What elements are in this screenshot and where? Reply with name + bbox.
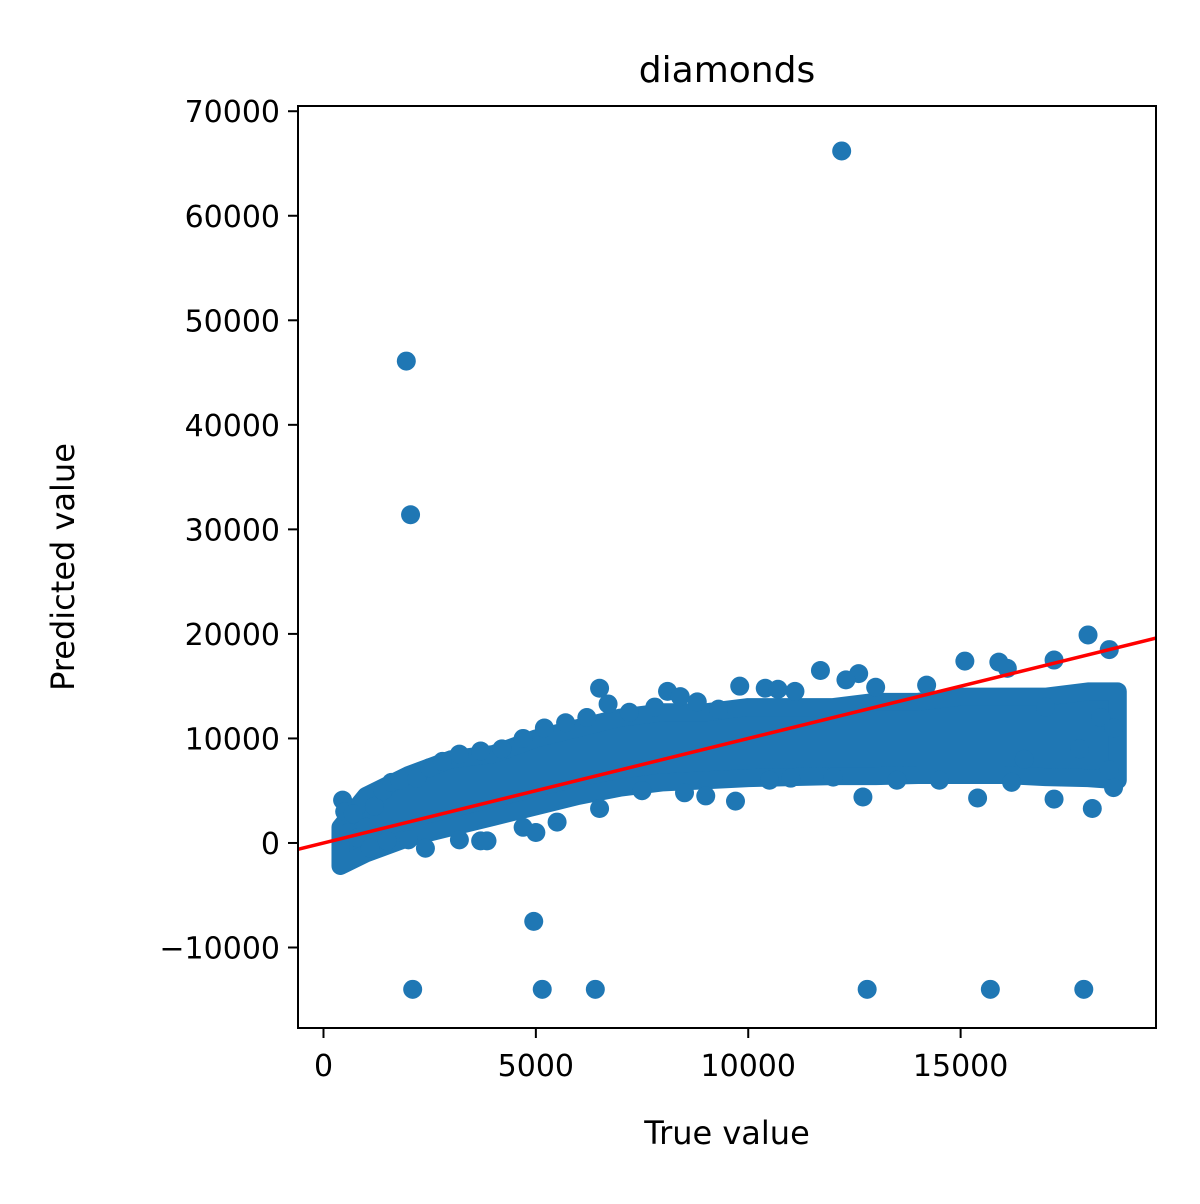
scatter-point	[547, 812, 567, 832]
scatter-point	[471, 741, 491, 761]
y-tick-label: 70000	[185, 95, 280, 130]
scatter-point	[929, 770, 949, 790]
scatter-point	[1074, 979, 1094, 999]
x-axis-label: True value	[643, 1114, 810, 1152]
x-tick-label: 0	[314, 1049, 333, 1084]
scatter-point	[526, 823, 546, 843]
scatter-point	[785, 681, 805, 701]
scatter-point	[377, 831, 397, 851]
y-tick-label: 50000	[185, 304, 280, 339]
scatter-point	[401, 505, 421, 525]
scatter-point	[1014, 749, 1034, 769]
scatter-point	[832, 141, 852, 161]
scatter-point	[810, 660, 830, 680]
y-tick-label: 0	[261, 827, 280, 862]
y-tick-label: 60000	[185, 200, 280, 235]
scatter-point	[449, 744, 469, 764]
scatter-point	[619, 702, 639, 722]
scatter-point	[585, 979, 605, 999]
scatter-point	[917, 675, 937, 695]
scatter-point	[670, 687, 690, 707]
scatter-point	[1104, 718, 1124, 738]
y-tick-label: 40000	[185, 409, 280, 444]
scatter-point	[980, 979, 1000, 999]
plot-frame	[297, 105, 1157, 1029]
x-tick-label: 10000	[701, 1049, 796, 1084]
y-axis-label: Predicted value	[44, 443, 82, 691]
scatter-point	[364, 796, 384, 816]
scatter-point	[577, 708, 597, 728]
scatter-point	[730, 676, 750, 696]
plot-marks	[298, 141, 1156, 999]
scatter-point	[687, 692, 707, 712]
scatter-point	[343, 804, 363, 824]
scatter-point	[432, 751, 452, 771]
scatter-point	[524, 911, 544, 931]
y-tick-label: −10000	[159, 932, 280, 967]
scatter-point	[360, 838, 380, 858]
scatter-point	[1082, 798, 1102, 818]
scatter-point	[1002, 772, 1022, 792]
scatter-point	[853, 787, 873, 807]
scatter-point	[675, 783, 695, 803]
scatter-point	[534, 718, 554, 738]
y-tick-label: 20000	[185, 618, 280, 653]
scatter-point	[532, 979, 552, 999]
scatter-point	[632, 781, 652, 801]
scatter-point	[590, 678, 610, 698]
scatter-point	[492, 739, 512, 759]
scatter-point	[696, 786, 716, 806]
scatter-point	[390, 770, 410, 790]
scatter-point	[1036, 697, 1056, 717]
scatter-point	[1099, 760, 1119, 780]
x-tick-label: 5000	[498, 1049, 574, 1084]
scatter-point	[866, 677, 886, 697]
scatter-point	[1044, 789, 1064, 809]
scatter-point	[556, 713, 576, 733]
scatter-point	[477, 831, 497, 851]
scatter-point	[398, 830, 418, 850]
scatter-point	[887, 770, 907, 790]
scatter-point	[768, 679, 788, 699]
scatter-point	[836, 670, 856, 690]
scatter-point	[598, 694, 618, 714]
scatter-point	[857, 979, 877, 999]
scatter-point	[759, 770, 779, 790]
scatter-point	[415, 838, 435, 858]
y-tick-label: 30000	[185, 513, 280, 548]
scatter-point	[645, 697, 665, 717]
scatter-point	[1070, 739, 1090, 759]
x-tick-label: 15000	[913, 1049, 1008, 1084]
scatter-point	[449, 830, 469, 850]
scatter-point	[955, 651, 975, 671]
scatter-point	[709, 699, 729, 719]
scatter-point	[1078, 625, 1098, 645]
reference-line	[298, 636, 1156, 851]
scatter-point	[781, 768, 801, 788]
scatter-point	[725, 791, 745, 811]
scatter-point	[513, 728, 533, 748]
axes: 0 5000 10000 15000 −10000 0 10000 20000 30000 400…	[159, 95, 1008, 1084]
scatter-point	[407, 768, 427, 788]
scatter-point	[396, 351, 416, 371]
scatter-point	[1104, 778, 1124, 798]
scatter-point	[968, 788, 988, 808]
chart-title: diamonds	[639, 50, 815, 91]
scatter-point	[823, 767, 843, 787]
scatter-point	[590, 798, 610, 818]
y-tick-label: 10000	[185, 722, 280, 757]
scatter-point	[1091, 708, 1111, 728]
scatter-point	[403, 979, 423, 999]
